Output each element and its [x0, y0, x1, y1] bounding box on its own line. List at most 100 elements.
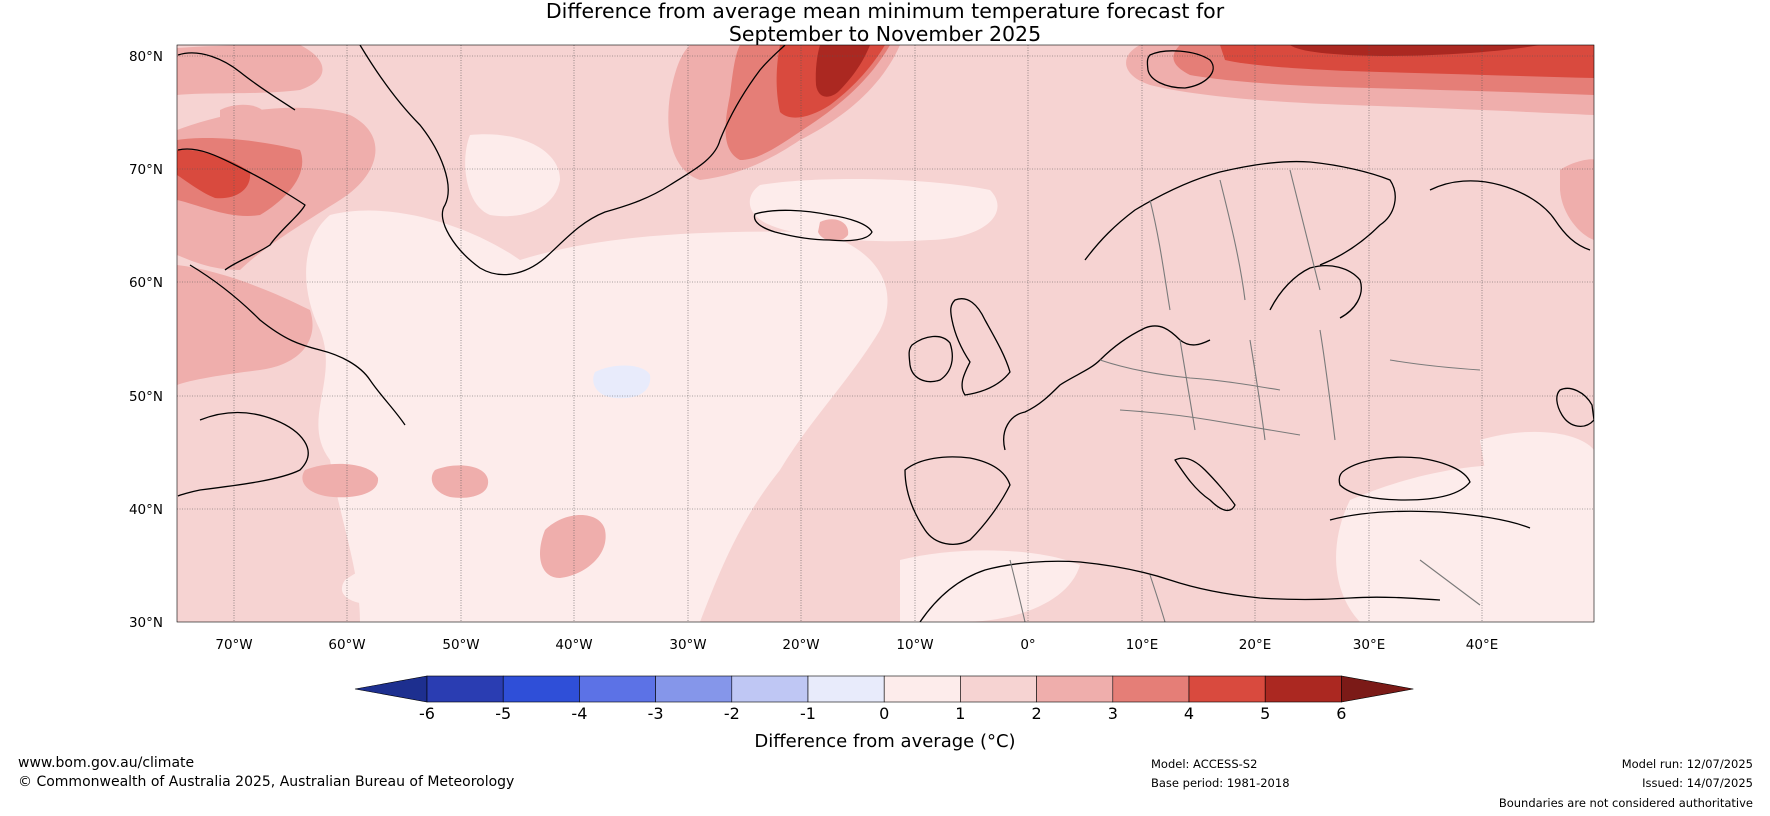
coast-greenland — [359, 45, 786, 276]
colorbar-label: Difference from average (°C) — [754, 731, 1015, 752]
colorbar-extend-low — [354, 675, 428, 703]
colorbar-segment — [1188, 675, 1266, 703]
footer-model: Model: ACCESS-S2 — [1151, 757, 1258, 771]
coast-iceland — [753, 209, 873, 242]
map-frame — [176, 44, 1595, 623]
anomaly-zone-minus1to0 — [593, 365, 651, 399]
colorbar-segment — [807, 675, 885, 703]
anomaly-zone-0to1-mideast — [1336, 464, 1594, 622]
lon-tick-30w: 30°W — [669, 637, 706, 653]
coast-north-africa — [919, 560, 1441, 622]
lat-tick-60n: 60°N — [129, 275, 163, 291]
footer-base-period: Base period: 1981-2018 — [1151, 776, 1290, 790]
coast-great-britain — [950, 298, 1011, 396]
coast-russia-arctic — [1429, 180, 1591, 251]
title-line-2: September to November 2025 — [728, 22, 1042, 46]
colorbar-tick-label: 1 — [955, 704, 965, 723]
coast-nova-scotia — [177, 411, 309, 497]
anomaly-zone-2to3-atlantic-c — [540, 515, 606, 578]
colorbar-segment — [1264, 675, 1342, 703]
anomaly-zone-2to3-west-greenland — [220, 104, 266, 129]
anomaly-zone-0to1-norwegian-sea — [749, 178, 998, 242]
colorbar-segment — [731, 675, 809, 703]
colorbar-segment — [655, 675, 733, 703]
coast-scandinavia — [1084, 160, 1396, 266]
country-borders — [1009, 169, 1481, 622]
colorbar-tick-label: 4 — [1184, 704, 1194, 723]
colorbar-tick-label: -2 — [724, 704, 740, 723]
anomaly-zone-2to3-barents-east — [1560, 159, 1594, 240]
lat-tick-40n: 40°N — [129, 502, 163, 518]
map-area — [177, 45, 1594, 622]
lon-tick-10w: 10°W — [896, 637, 933, 653]
colorbar-tick-label: 2 — [1032, 704, 1042, 723]
lat-tick-30n: 30°N — [129, 615, 163, 631]
coast-svalbard — [1146, 50, 1214, 89]
coast-baffin-island — [177, 148, 306, 271]
footer-website[interactable]: www.bom.gov.au/climate — [18, 755, 195, 771]
lon-tick-10e: 10°E — [1126, 637, 1158, 653]
anomaly-zone-4to5-arctic — [1220, 45, 1594, 78]
colorbar-tick-label: 3 — [1108, 704, 1118, 723]
colorbar: -6 -5 -4 -3 -2 -1 0 1 2 3 4 5 6 — [354, 675, 1414, 723]
colorbar-tick-label: -3 — [648, 704, 664, 723]
coast-caspian — [1556, 387, 1594, 427]
lon-tick-60w: 60°W — [328, 637, 365, 653]
colorbar-segment — [1112, 675, 1190, 703]
lat-tick-80n: 80°N — [129, 49, 163, 65]
coastlines — [177, 45, 1594, 622]
anomaly-zone-0to1-atlantic — [306, 210, 888, 622]
anomaly-zone-2to3-baffin-north — [177, 45, 323, 95]
colorbar-segment — [502, 675, 580, 703]
coast-iberia — [904, 456, 1011, 545]
coast-black-sea — [1338, 456, 1471, 501]
lon-tick-40e: 40°E — [1466, 637, 1498, 653]
colorbar-tick-label: -1 — [800, 704, 816, 723]
anomaly-zone-0to1-west — [465, 134, 560, 217]
lon-tick-30e: 30°E — [1353, 637, 1385, 653]
footer-disclaimer: Boundaries are not considered authoritat… — [1498, 796, 1753, 810]
coast-greenland-west — [177, 52, 296, 111]
colorbar-tick-label: 0 — [879, 704, 889, 723]
lon-tick-70w: 70°W — [215, 637, 252, 653]
anomaly-zone-5to6-arctic — [1290, 45, 1540, 56]
anomaly-zone-4to5-canada — [177, 149, 251, 199]
footer-copyright: © Commonwealth of Australia 2025, Austra… — [18, 774, 515, 790]
colorbar-tick-label: -5 — [495, 704, 511, 723]
colorbar-segment — [426, 675, 504, 703]
colorbar-segment — [960, 675, 1037, 703]
lat-tick-70n: 70°N — [129, 162, 163, 178]
longitude-ticks: 70°W 60°W 50°W 40°W 30°W 20°W 10°W 0° 10… — [215, 637, 1498, 653]
coast-labrador — [189, 264, 406, 426]
colorbar-segment — [579, 675, 656, 703]
anomaly-zone-2to3-atlantic-b — [431, 465, 489, 498]
lon-tick-0: 0° — [1020, 637, 1035, 653]
anomaly-zone-0to1-caspian — [1480, 431, 1594, 492]
coast-finland — [1269, 265, 1362, 319]
latitude-ticks: 80°N 70°N 60°N 50°N 40°N 30°N — [129, 49, 163, 631]
colorbar-extend-high — [1341, 675, 1414, 703]
title-line-1: Difference from average mean minimum tem… — [545, 0, 1225, 23]
anomaly-zone-0to1-africa — [900, 550, 1080, 622]
colorbar-tick-label: -6 — [419, 704, 435, 723]
coast-italy — [1174, 457, 1236, 512]
colorbar-segment — [1036, 675, 1114, 703]
map-title: Difference from average mean minimum tem… — [0, 0, 1770, 46]
colorbar-tick-label: -4 — [571, 704, 587, 723]
coast-ireland — [908, 335, 953, 383]
colorbar-tick-label: 6 — [1336, 704, 1346, 723]
graticule — [177, 45, 1594, 622]
footer-issued: Issued: 14/07/2025 — [1642, 776, 1753, 790]
coast-turkey — [1329, 510, 1531, 529]
anomaly-zone-5to6-greenland-east — [815, 45, 870, 97]
colorbar-tick-label: 5 — [1260, 704, 1270, 723]
anomaly-zone-2to3-atlantic-a — [302, 463, 379, 498]
lon-tick-20w: 20°W — [782, 637, 819, 653]
lon-tick-50w: 50°W — [442, 637, 479, 653]
anomaly-zone-2to3-iceland — [818, 219, 849, 242]
footer-model-run: Model run: 12/07/2025 — [1621, 757, 1753, 771]
lat-tick-50n: 50°N — [129, 389, 163, 405]
colorbar-segment — [883, 675, 961, 703]
anomaly-zone-2to3-labrador — [177, 265, 313, 385]
